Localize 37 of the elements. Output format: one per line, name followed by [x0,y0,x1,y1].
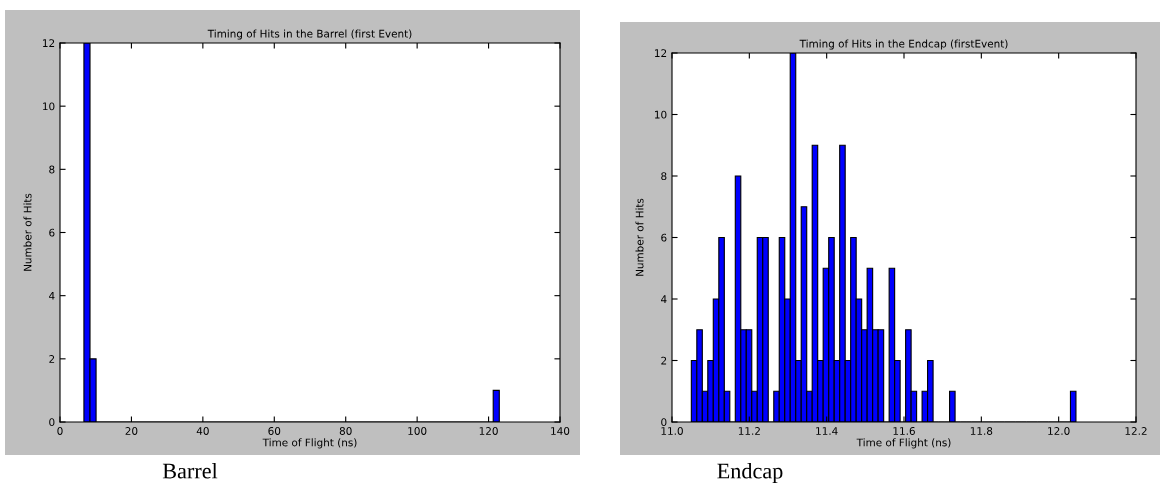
x-tick-label: 11.2 [738,427,760,435]
x-tick-label: 20 [125,427,138,435]
y-axis-title: Number of Hits [23,193,32,271]
y-tick-label: 8 [661,172,667,181]
x-axis-title: Time of Flight (ns) [856,438,951,449]
y-tick-label: 12 [43,39,55,47]
y-tick-label: 10 [43,102,55,111]
x-tick-label: 11.4 [816,427,838,435]
y-tick-label: 2 [49,355,55,363]
y-tick-label: 0 [49,418,55,427]
x-tick-label: 12.2 [1125,427,1147,435]
x-tick-label: 11.8 [970,427,993,435]
y-tick-label: 4 [49,292,55,300]
x-tick-label: 40 [196,427,209,435]
x-tick-label: 100 [408,427,427,435]
x-tick-label: 60 [268,427,281,435]
y-tick-label: 0 [661,418,667,427]
x-tick-label: 140 [551,427,570,435]
y-tick-label: 12 [655,49,667,57]
text: Endcap [717,462,783,484]
y-tick-label: 4 [661,295,667,303]
y-tick-label: 6 [49,228,55,237]
y-tick-label: 2 [661,356,667,365]
x-tick-label: 120 [479,427,498,435]
x-tick-label: 80 [339,427,352,435]
y-tick-label: 10 [655,110,667,119]
x-axis-title: Time of Flight (ns) [262,438,357,449]
y-tick-label: 6 [661,233,667,242]
x-tick-label: 11.6 [893,427,915,435]
y-axis-title: Number of Hits [635,198,644,276]
chart-title: Timing of Hits in the Barrel (first Event) [207,29,412,40]
x-tick-label: 0 [57,427,63,435]
chart-title: Timing of Hits in the Endcap (firstEvent) [799,39,1008,50]
text: Barrel [162,462,218,479]
y-tick-label: 8 [49,165,55,174]
x-tick-label: 12.0 [1048,427,1070,435]
x-tick-label: 11.0 [661,427,683,435]
